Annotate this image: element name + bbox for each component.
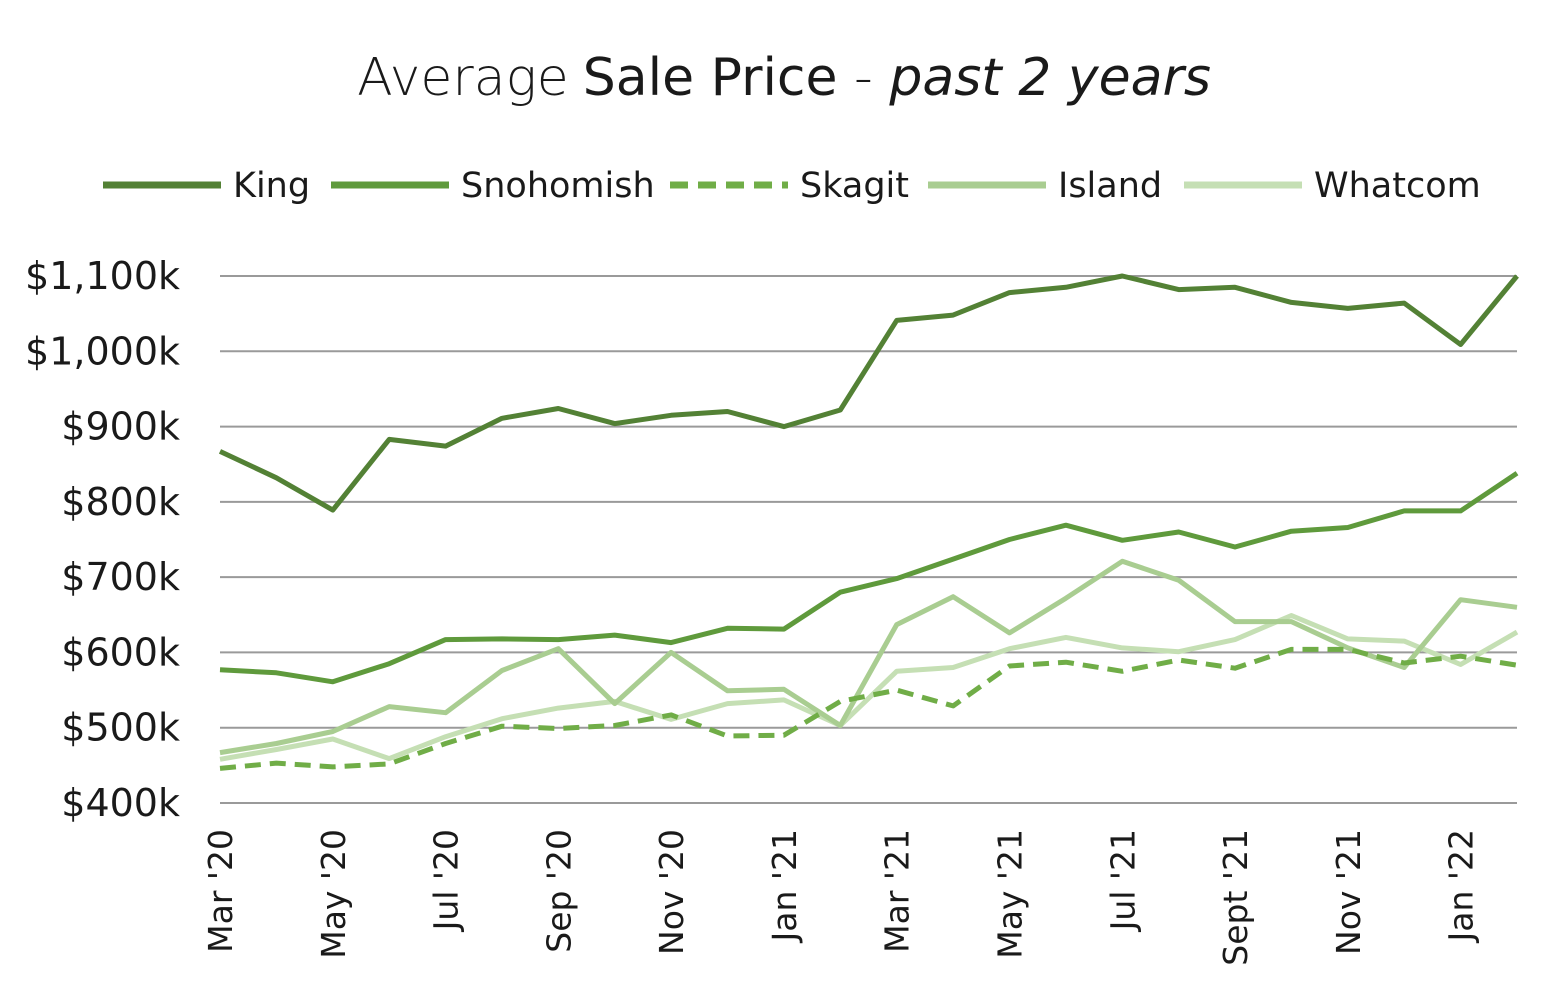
series-line-snohomish [219,471,1519,685]
y-tick-label: $1,000k [25,329,180,373]
x-tick-label: Sept '21 [1216,829,1255,966]
x-tick-label: Jul '20 [427,829,466,932]
series-line-island [219,558,1518,756]
chart-title: Average Sale Price - past 2 years [357,48,1211,108]
legend-label-king: King [233,166,310,206]
y-tick-label: $400k [61,781,180,825]
series-line-king [218,273,1519,513]
x-tick-label: Sep '20 [539,829,578,953]
x-axis-ticks: Mar '20 May '20 Jul '20 Sep '20 Nov '20 Jan '… [201,829,1481,966]
y-tick-label: $900k [61,405,180,449]
legend-label-island: Island [1058,166,1162,206]
y-axis-ticks: $1,100k $1,000k $900k $800k $700k $600k $500k $… [25,254,180,825]
series-line-whatcom [219,613,1519,762]
x-tick-label: Mar '21 [878,829,917,953]
x-tick-label: May '21 [990,829,1029,959]
legend-label-whatcom: Whatcom [1314,166,1481,206]
y-tick-label: $600k [61,630,180,674]
y-tick-label: $800k [61,480,180,524]
chart-title-part1: Average [357,48,569,108]
chart-title-part3: - [838,48,890,108]
legend-label-skagit: Skagit [800,166,909,206]
x-tick-label: Mar '20 [201,829,240,953]
y-tick-label: $1,100k [25,254,180,298]
x-tick-label: May '20 [314,829,353,959]
x-tick-label: Nov '21 [1329,829,1368,955]
chart-title-part4: past 2 years [888,48,1211,108]
x-tick-label: Nov '20 [652,829,691,955]
legend-label-snohomish: Snohomish [461,166,655,206]
y-tick-label: $500k [61,706,180,750]
chart-title-part2: Sale Price [583,48,838,108]
legend: King Snohomish Skagit Island Whatcom [103,166,1481,206]
x-tick-label: Jan '22 [1442,829,1481,943]
series-lines [218,273,1519,771]
x-tick-label: Jan '21 [765,829,804,943]
x-tick-label: Jul '21 [1103,829,1142,932]
y-tick-label: $700k [61,555,180,599]
gridlines [220,275,1517,804]
